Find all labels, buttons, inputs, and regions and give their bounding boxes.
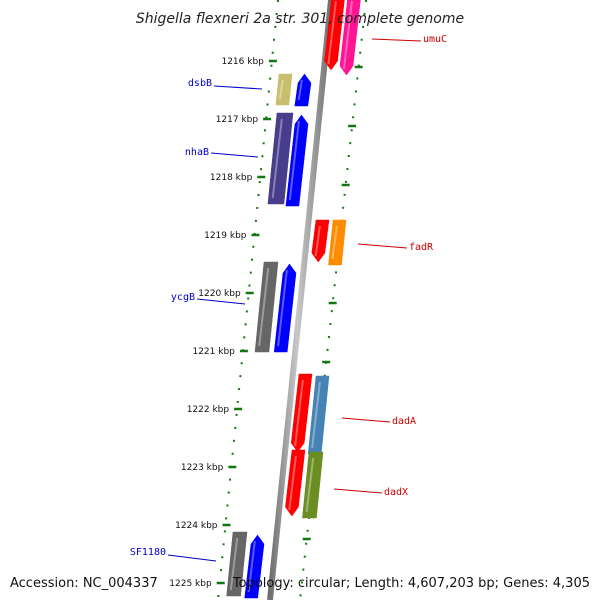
- leader-line-SF1180: [167, 554, 217, 562]
- gene-label-dadX: dadX: [384, 487, 408, 498]
- tick-label: 1223 kbp: [181, 463, 224, 473]
- gene-label-SF1180: SF1180: [130, 547, 166, 558]
- genes-layer: [226, 0, 361, 599]
- gene-fadR-a-highlight: [314, 225, 321, 257]
- topology-text: Topology: circular; Length: 4,607,203 bp…: [232, 576, 590, 591]
- tick-label: 1225 kbp: [169, 579, 212, 589]
- tick-label: 1220 kbp: [198, 289, 241, 299]
- gene-dadX-a: [285, 449, 306, 517]
- gene-ycgB-b: [273, 263, 297, 353]
- gene-nhaB-b-highlight: [288, 120, 300, 201]
- gene-nhaB-b: [285, 114, 309, 207]
- leader-line-umuC: [371, 38, 422, 42]
- gene-label-fadR: fadR: [409, 242, 434, 253]
- gene-dadX-b-highlight: [305, 457, 315, 513]
- gene-umuC-a-highlight: [327, 0, 337, 65]
- gene-fadR-b: [328, 219, 347, 266]
- gene-nhaB-a-highlight: [271, 118, 283, 199]
- labels-layer: umuC dsbB nhaB fadR ycgB dadA dadX SF1180: [130, 34, 447, 562]
- gene-fadR-a: [311, 219, 330, 263]
- ticks-layer: 1216 kbp 1217 kbp 1218 kbp 1219 kbp 1220 kbp…: [169, 57, 363, 589]
- gene-umuC-b-highlight: [342, 0, 353, 70]
- gene-dadA-b-highlight: [311, 381, 321, 449]
- tick-label: 1217 kbp: [216, 115, 259, 125]
- gene-SF1180-b-highlight: [247, 540, 256, 593]
- gene-label-dsbB: dsbB: [188, 78, 212, 89]
- gene-SF1180-b: [244, 534, 265, 599]
- leader-line-nhaB: [210, 152, 259, 158]
- accession-text: Accession: NC_004337: [10, 576, 158, 591]
- gene-label-umuC: umuC: [423, 34, 447, 45]
- gene-dadA-a: [290, 373, 313, 453]
- gene-umuC-b: [339, 0, 361, 76]
- tick-label: 1222 kbp: [187, 405, 230, 415]
- gene-ycgB-a: [254, 261, 279, 353]
- tick-label: 1218 kbp: [210, 173, 253, 183]
- gene-SF1180-a-highlight: [229, 537, 239, 591]
- gene-umuC-a: [324, 0, 345, 71]
- gene-fadR-b-highlight: [331, 225, 338, 260]
- gene-dsbB-a: [275, 73, 293, 106]
- gene-SF1180-a: [226, 531, 248, 597]
- gene-dadX-a-highlight: [288, 455, 297, 511]
- leader-line-dadA: [341, 417, 391, 423]
- gene-dsbB-b: [294, 73, 312, 107]
- leader-line-dsbB: [213, 85, 263, 90]
- gene-ycgB-b-highlight: [277, 269, 288, 347]
- genome-backbone: [267, 0, 334, 600]
- gene-label-dadA: dadA: [392, 416, 416, 427]
- tick-label: 1219 kbp: [204, 231, 247, 241]
- leader-line-dadX: [333, 488, 383, 494]
- leader-line-fadR: [357, 243, 408, 249]
- gene-dadX-b: [302, 451, 324, 519]
- tick-label: 1216 kbp: [221, 57, 264, 67]
- tick-label: 1221 kbp: [192, 347, 235, 357]
- gene-dsbB-b-highlight: [297, 79, 303, 101]
- gene-label-nhaB: nhaB: [185, 147, 209, 158]
- map-title: Shigella flexneri 2a str. 301, complete …: [136, 11, 464, 27]
- gene-nhaB-a: [267, 112, 294, 205]
- gene-ycgB-a-highlight: [258, 267, 270, 347]
- leader-line-ycgB: [196, 298, 246, 305]
- gene-dsbB-a-highlight: [278, 79, 284, 100]
- gene-dadA-a-highlight: [294, 379, 304, 447]
- tick-label: 1224 kbp: [175, 521, 218, 531]
- gene-label-ycgB: ycgB: [171, 292, 195, 303]
